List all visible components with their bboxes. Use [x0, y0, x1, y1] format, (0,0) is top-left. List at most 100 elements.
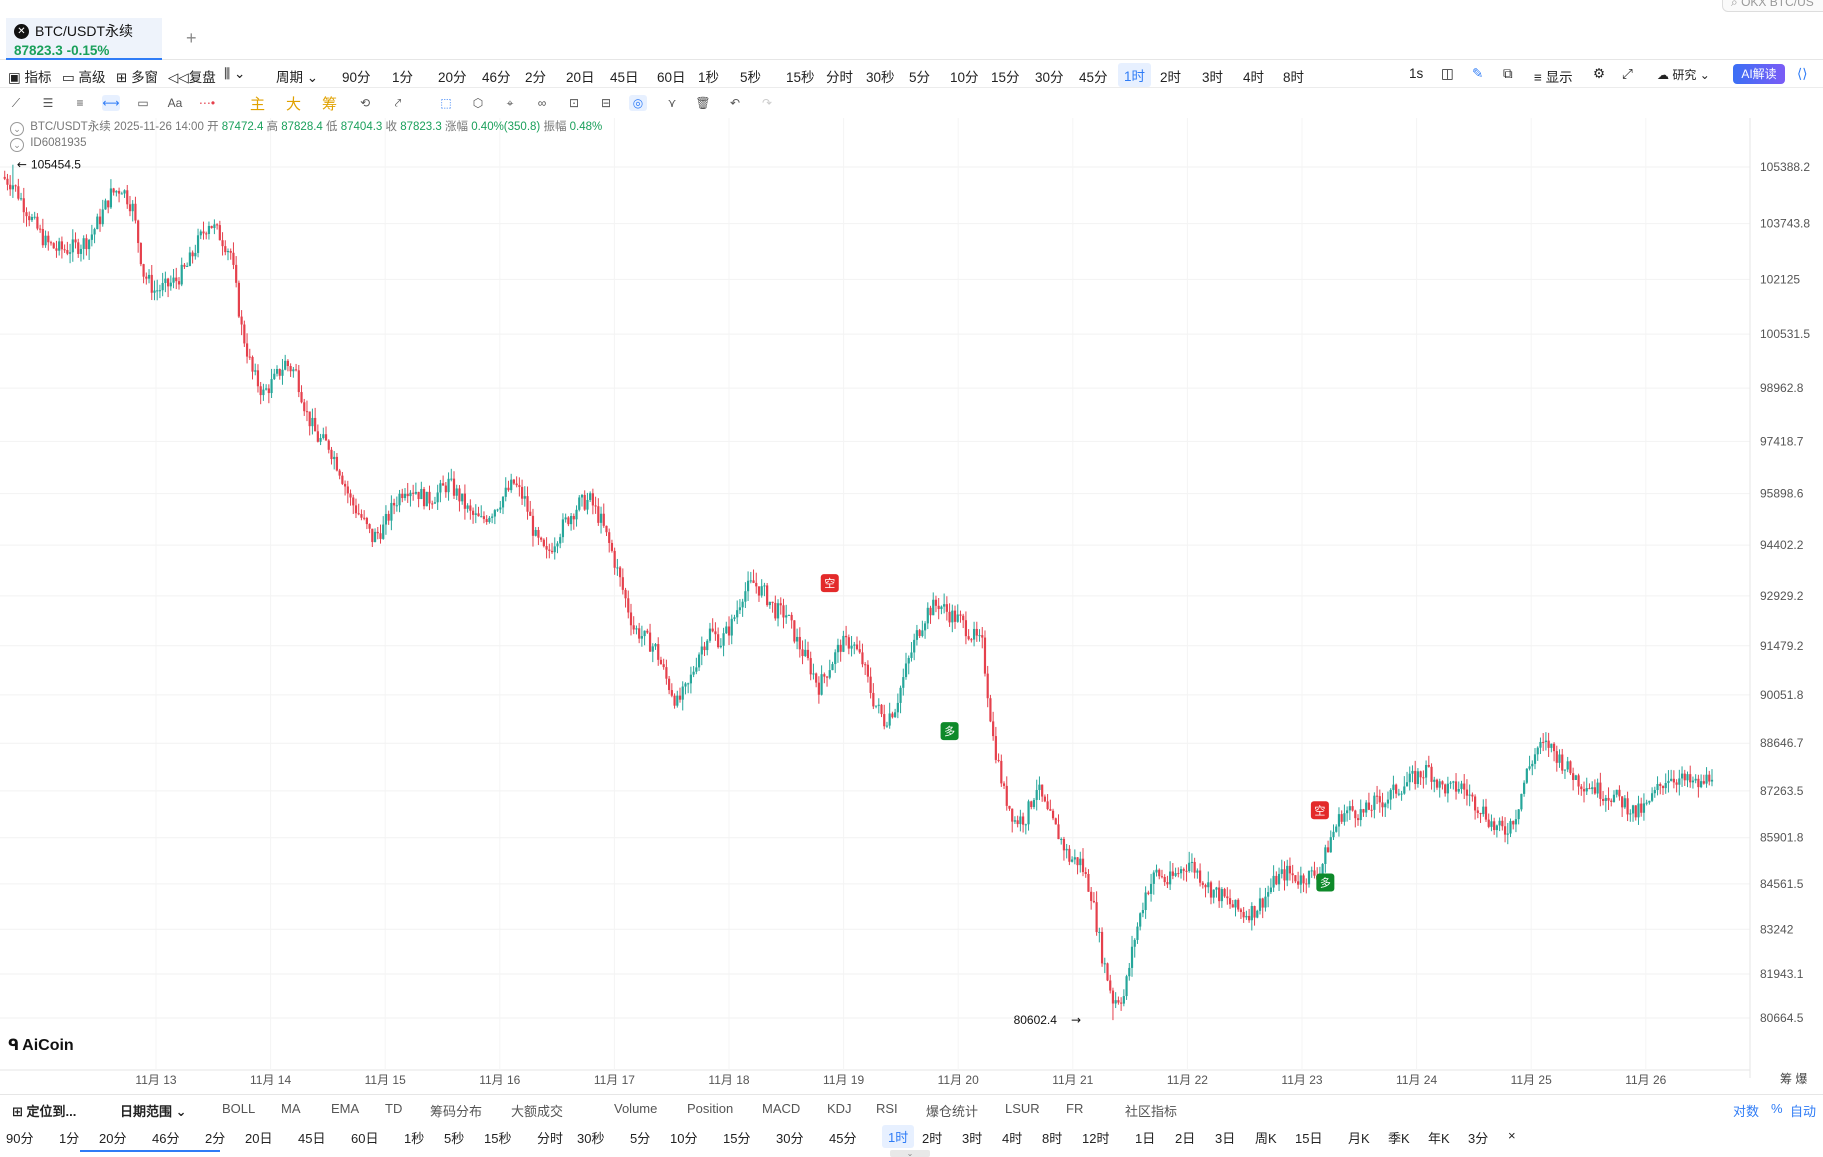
- filter-icon[interactable]: ⋎: [667, 96, 677, 110]
- period-item[interactable]: 15秒: [786, 70, 815, 85]
- period-item[interactable]: 4时: [1243, 70, 1265, 85]
- ai-analysis-button[interactable]: AI解读: [1733, 64, 1785, 84]
- period-dropdown[interactable]: 周期 ⌄: [276, 70, 319, 85]
- period-item[interactable]: 30分: [1035, 70, 1064, 85]
- replay-button[interactable]: ◁◁复盘: [168, 70, 216, 85]
- replace-icon[interactable]: ⟲: [359, 96, 371, 110]
- more-tools-icon[interactable]: ⋯•: [198, 96, 216, 110]
- bottom-period-item[interactable]: 1时: [882, 1125, 915, 1148]
- period-item[interactable]: 45日: [610, 70, 639, 85]
- parallel-lines-icon[interactable]: ☰: [42, 96, 54, 110]
- indicator-item[interactable]: RSI: [876, 1101, 898, 1116]
- period-item[interactable]: 60日: [657, 70, 686, 85]
- camera-icon[interactable]: ◫: [1441, 66, 1454, 81]
- advanced-button[interactable]: ▭ 高级: [62, 70, 106, 85]
- period-item[interactable]: 5分: [909, 70, 931, 85]
- magnet-active-icon[interactable]: ◎: [629, 95, 647, 111]
- indicator-item[interactable]: MA: [281, 1101, 301, 1116]
- lock-icon[interactable]: ⊡: [568, 96, 580, 110]
- pen-icon[interactable]: ✎: [1472, 66, 1484, 81]
- bottom-period-item[interactable]: 3分: [1468, 1131, 1489, 1146]
- bottom-period-item[interactable]: 2日: [1175, 1131, 1196, 1146]
- period-item[interactable]: 3时: [1202, 70, 1224, 85]
- brush-icon[interactable]: ⤤: [394, 96, 402, 110]
- symbol-tab[interactable]: ✕ BTC/USDT永续 87823.3 -0.15%: [6, 18, 162, 60]
- bottom-period-item[interactable]: 20日: [245, 1131, 273, 1146]
- indicator-item[interactable]: MACD: [762, 1101, 801, 1116]
- bottom-period-item[interactable]: 15秒: [484, 1131, 512, 1146]
- hide-icon[interactable]: ⊟: [600, 96, 612, 110]
- bottom-period-item[interactable]: 3时: [962, 1131, 983, 1146]
- bottom-period-item[interactable]: 8时: [1042, 1131, 1063, 1146]
- indicator-item[interactable]: 筹码分布: [430, 1104, 483, 1119]
- kline-svg[interactable]: 105388.2 103743.8 102125 100531.5 98962.8 974…: [0, 118, 1823, 1093]
- expand-handle-icon[interactable]: ⌄: [890, 1150, 930, 1157]
- indicator-item[interactable]: 爆仓统计: [926, 1104, 979, 1119]
- cursor-icon[interactable]: ⬚: [440, 96, 452, 110]
- bottom-period-item[interactable]: 4时: [1002, 1131, 1023, 1146]
- indicator-item[interactable]: BOLL: [222, 1101, 256, 1116]
- fullscreen-icon[interactable]: ⤢: [1622, 66, 1633, 81]
- bottom-period-item[interactable]: 3日: [1215, 1131, 1236, 1146]
- rectangle-icon[interactable]: ▭: [137, 96, 149, 110]
- bottom-period-item[interactable]: 10分: [670, 1131, 698, 1146]
- research-button[interactable]: ☁ 研究 ⌄: [1657, 68, 1710, 82]
- link-icon[interactable]: ∞: [537, 96, 547, 110]
- indicator-item[interactable]: Position: [687, 1101, 734, 1116]
- bottom-period-item[interactable]: 30分: [776, 1131, 804, 1146]
- collapse-id-icon[interactable]: ⌄: [10, 138, 24, 152]
- auto-scale-toggle[interactable]: 自动: [1790, 1104, 1817, 1119]
- bottom-period-item[interactable]: 1分: [59, 1131, 80, 1146]
- indicator-item[interactable]: KDJ: [827, 1101, 852, 1116]
- bottom-period-item[interactable]: 12时: [1082, 1131, 1110, 1146]
- chart-type-button[interactable]: ⫼ ⌄: [224, 66, 246, 81]
- period-item[interactable]: 30秒: [866, 70, 895, 85]
- bottom-period-item[interactable]: 45日: [298, 1131, 326, 1146]
- bottom-period-item[interactable]: 2时: [922, 1131, 943, 1146]
- layout-icon[interactable]: ⧉: [1503, 66, 1513, 81]
- indicator-item[interactable]: 社区指标: [1125, 1104, 1178, 1119]
- chip-toggle[interactable]: 筹: [322, 96, 338, 113]
- indicator-item[interactable]: TD: [385, 1101, 403, 1116]
- horizontal-line-icon[interactable]: ⟷: [102, 95, 120, 111]
- bottom-period-item[interactable]: 1秒: [404, 1131, 425, 1146]
- fib-lines-icon[interactable]: ≡: [76, 96, 84, 110]
- search-input[interactable]: ⌕ OKX BTC/US: [1722, 0, 1823, 12]
- percent-toggle[interactable]: %: [1771, 1101, 1783, 1116]
- bottom-period-item[interactable]: 15分: [723, 1131, 751, 1146]
- period-item[interactable]: 10分: [950, 70, 979, 85]
- bottom-period-item[interactable]: 20分: [99, 1131, 127, 1146]
- indicator-item[interactable]: FR: [1066, 1101, 1084, 1116]
- indicator-item[interactable]: 大额成交: [511, 1104, 564, 1119]
- period-item[interactable]: 46分: [482, 70, 511, 85]
- period-item[interactable]: 5秒: [740, 70, 762, 85]
- kline-chart[interactable]: 105388.2 103743.8 102125 100531.5 98962.8 974…: [0, 118, 1823, 1093]
- chip-burst-labels[interactable]: 筹 爆: [1780, 1072, 1808, 1086]
- display-button[interactable]: ≡ 显示: [1534, 70, 1573, 85]
- log-scale-toggle[interactable]: 对数: [1733, 1104, 1760, 1119]
- big-order-toggle[interactable]: 大: [286, 96, 302, 113]
- share-icon[interactable]: ⟨⟩: [1797, 66, 1808, 81]
- bottom-period-item[interactable]: 60日: [351, 1131, 379, 1146]
- date-range-button[interactable]: 日期范围 ⌄: [120, 1104, 187, 1119]
- period-item[interactable]: 15分: [991, 70, 1020, 85]
- bottom-period-item[interactable]: 5秒: [444, 1131, 465, 1146]
- bottom-period-item[interactable]: 30秒: [577, 1131, 605, 1146]
- text-tool-icon[interactable]: Aa: [167, 96, 183, 110]
- multi-window-button[interactable]: ⊞ 多窗: [116, 70, 159, 85]
- speed-button[interactable]: 1s: [1409, 66, 1424, 81]
- bottom-period-item[interactable]: 周K: [1255, 1131, 1277, 1146]
- period-item[interactable]: 2时: [1160, 70, 1182, 85]
- main-force-toggle[interactable]: 主: [250, 96, 266, 113]
- bottom-period-item[interactable]: 90分: [6, 1131, 34, 1146]
- period-item[interactable]: 20分: [438, 70, 467, 85]
- period-item[interactable]: 1分: [392, 70, 414, 85]
- period-item[interactable]: 8时: [1283, 70, 1305, 85]
- bottom-period-item[interactable]: 15日: [1295, 1131, 1323, 1146]
- period-item[interactable]: 分时: [826, 70, 853, 85]
- bottom-period-item[interactable]: 45分: [829, 1131, 857, 1146]
- settings-icon[interactable]: ⚙: [1593, 66, 1606, 81]
- bottom-period-item[interactable]: 2分: [205, 1131, 226, 1146]
- bottom-period-item[interactable]: 5分: [630, 1131, 651, 1146]
- undo-icon[interactable]: ↶: [729, 96, 741, 110]
